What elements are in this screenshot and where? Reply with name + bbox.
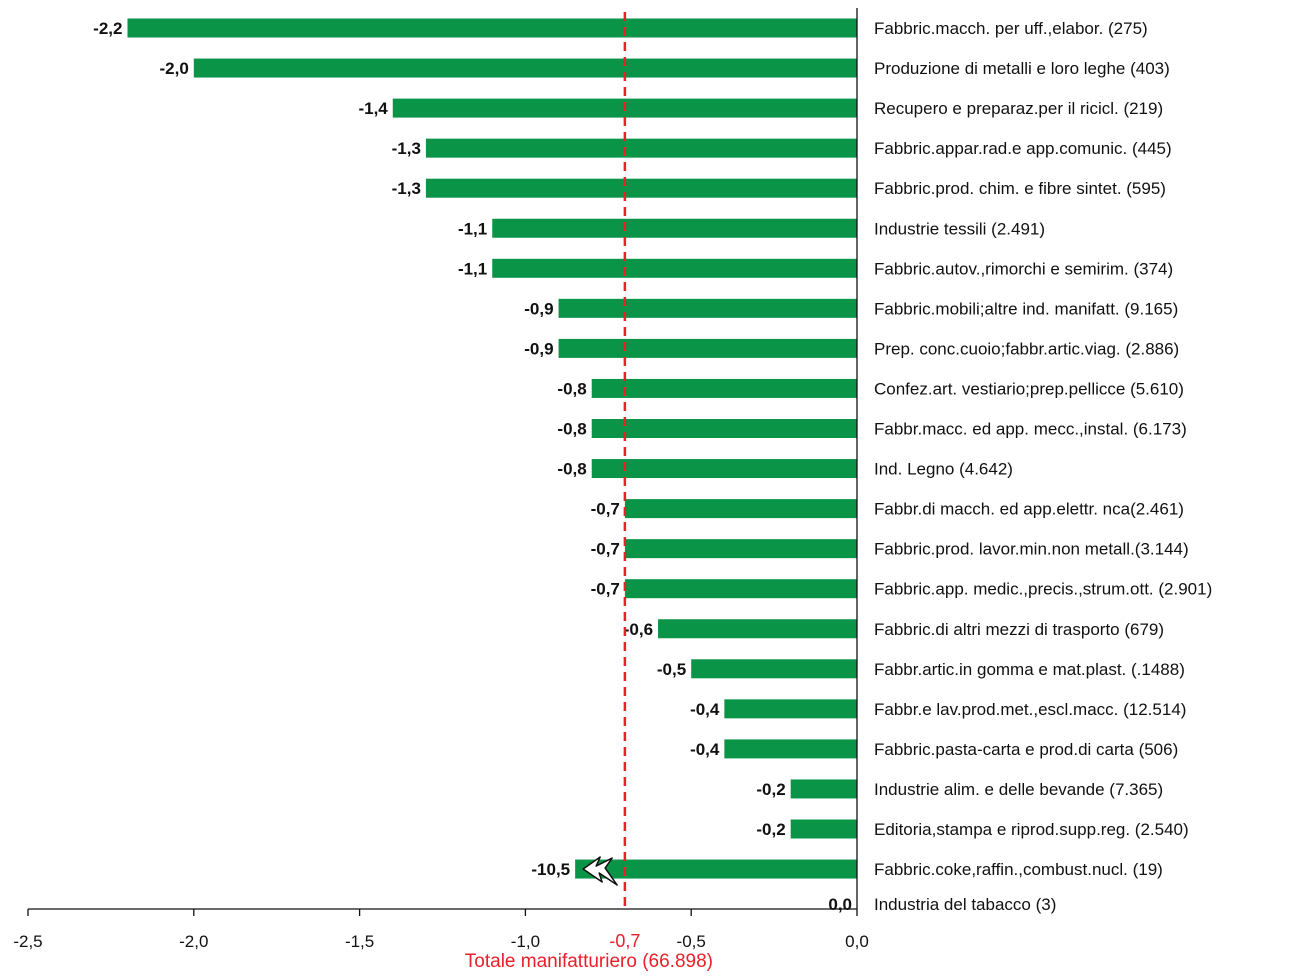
bar <box>624 499 857 519</box>
category-label: Produzione di metalli e loro leghe (403) <box>874 59 1170 78</box>
bars-layer <box>127 18 858 879</box>
bar <box>591 378 857 398</box>
value-label: -1,4 <box>358 99 388 118</box>
bar <box>492 258 857 278</box>
bar <box>492 218 857 238</box>
bar <box>724 699 857 719</box>
category-label: Industrie alim. e delle bevande (7.365) <box>874 780 1163 799</box>
value-label: -0,4 <box>690 700 720 719</box>
category-label: Fabbric.macch. per uff.,elabor. (275) <box>874 19 1148 38</box>
bar <box>591 419 857 438</box>
category-label: Fabbric.pasta-carta e prod.di carta (506… <box>874 740 1178 759</box>
value-label: -0,8 <box>557 420 586 439</box>
value-label: -1,3 <box>392 179 421 198</box>
value-label: -0,7 <box>591 500 620 519</box>
value-label: -1,1 <box>458 259 487 278</box>
category-label: Fabbr.di macch. ed app.elettr. nca(2.461… <box>874 500 1184 519</box>
category-label: Fabbric.mobili;altre ind. manifatt. (9.1… <box>874 299 1178 318</box>
category-label: Fabbric.prod. lavor.min.non metall.(3.14… <box>874 540 1189 559</box>
category-label: Fabbric.prod. chim. e fibre sintet. (595… <box>874 179 1166 198</box>
category-label: Prep. conc.cuoio;fabbr.artic.viag. (2.88… <box>874 339 1179 358</box>
x-tick-label: -2,0 <box>179 932 208 951</box>
axis-break-icon <box>582 856 618 886</box>
bar <box>193 58 858 78</box>
bar <box>691 659 857 679</box>
reference-line-group: -0,7 Totale manifatturiero (66.898) <box>465 12 713 972</box>
bar <box>624 539 857 559</box>
value-label: 0,0 <box>828 895 852 914</box>
value-label: -2,2 <box>93 19 122 38</box>
category-label: Ind. Legno (4.642) <box>874 460 1013 479</box>
value-label: -0,4 <box>690 740 720 759</box>
x-tick-label: 0,0 <box>845 932 869 951</box>
category-label: Fabbr.artic.in gomma e mat.plast. (.1488… <box>874 660 1185 679</box>
x-tick-label: -0,5 <box>677 932 706 951</box>
x-axis: -2,5 -2,0 -1,5 -1,0 -0,5 0,0 <box>13 8 869 951</box>
value-label: -0,5 <box>657 660 686 679</box>
bar <box>425 178 857 198</box>
value-label: -0,9 <box>524 339 553 358</box>
category-label: Recupero e preparaz.per il ricicl. (219) <box>874 99 1163 118</box>
bar <box>558 298 857 318</box>
value-label: -0,7 <box>591 580 620 599</box>
reference-line-title: Totale manifatturiero (66.898) <box>465 951 713 972</box>
bar <box>724 739 857 759</box>
value-label: -0,8 <box>557 379 586 398</box>
bar <box>425 138 857 158</box>
category-label: Industria del tabacco (3) <box>874 895 1056 914</box>
value-label: -0,8 <box>557 460 586 479</box>
x-tick-label: -2,5 <box>13 932 42 951</box>
bar <box>790 819 857 839</box>
value-label: -0,7 <box>591 540 620 559</box>
value-label: -1,3 <box>392 139 421 158</box>
category-label: Fabbric.autov.,rimorchi e semirim. (374) <box>874 259 1173 278</box>
value-label: -1,1 <box>458 219 487 238</box>
value-label: -0,9 <box>524 299 553 318</box>
category-label: Fabbric.app. medic.,precis.,strum.ott. (… <box>874 580 1212 599</box>
category-label: Industrie tessili (2.491) <box>874 219 1045 238</box>
bar <box>624 579 857 599</box>
x-tick-label: -1,0 <box>511 932 540 951</box>
value-label: -2,0 <box>160 59 189 78</box>
category-label: Fabbric.coke,raffin.,combust.nucl. (19) <box>874 860 1163 879</box>
category-labels-layer: Fabbric.macch. per uff.,elabor. (275) Pro… <box>874 19 1212 914</box>
value-label: -10,5 <box>531 860 570 879</box>
bar <box>658 619 857 639</box>
reference-line-tick-label: -0,7 <box>609 931 640 951</box>
bar <box>591 459 857 479</box>
value-label: -0,2 <box>756 780 785 799</box>
category-label: Fabbric.appar.rad.e app.comunic. (445) <box>874 139 1172 158</box>
value-labels-layer: -2,2 -2,0 -1,4 -1,3 -1,3 -1,1 -1,1 -0,9 -0,9 -0,8… <box>93 19 852 914</box>
bar <box>558 338 857 358</box>
value-label: -0,6 <box>624 620 653 639</box>
category-label: Editoria,stampa e riprod.supp.reg. (2.54… <box>874 820 1189 839</box>
x-tick-label: -1,5 <box>345 932 374 951</box>
bar <box>575 859 857 879</box>
bar <box>790 779 857 799</box>
bar <box>127 18 858 38</box>
value-label: -0,2 <box>756 820 785 839</box>
category-label: Fabbric.di altri mezzi di trasporto (679… <box>874 620 1164 639</box>
category-label: Confez.art. vestiario;prep.pellicce (5.6… <box>874 379 1184 398</box>
category-label: Fabbr.macc. ed app. mecc.,instal. (6.173… <box>874 420 1187 439</box>
category-label: Fabbr.e lav.prod.met.,escl.macc. (12.514… <box>874 700 1186 719</box>
